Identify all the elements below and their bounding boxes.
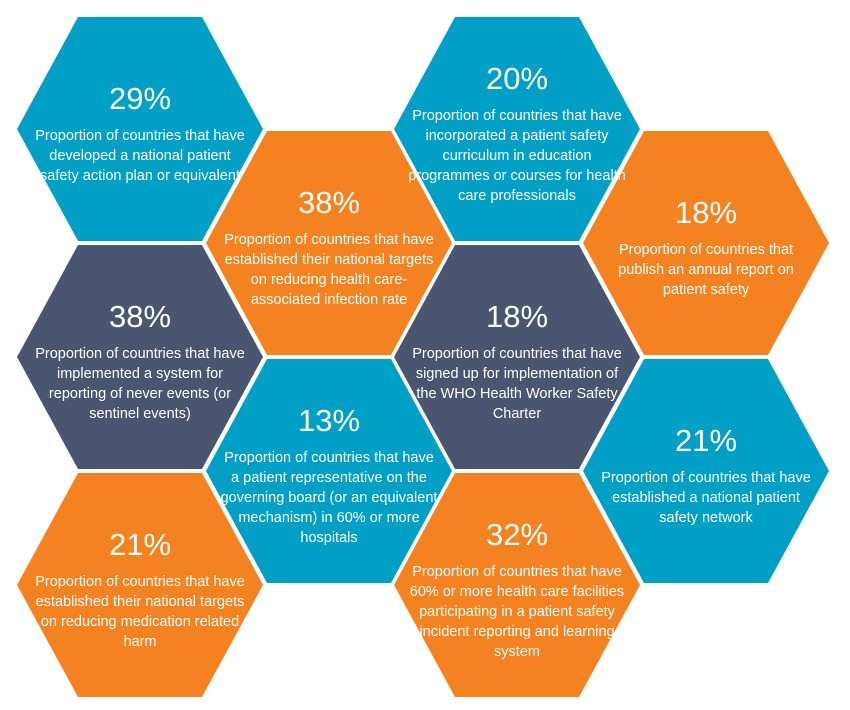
hexagon-content: 38% Proportion of countries that have imp… — [25, 249, 255, 473]
percentage-value: 20% — [485, 61, 549, 96]
hexagon-content: 32% Proportion of countries that have 60%… — [402, 477, 632, 701]
indicator-description: Proportion of countries that have signed… — [412, 346, 622, 422]
hexagon-blue — [583, 359, 829, 583]
hexagon-content: 13% Proportion of countries that have a p… — [214, 363, 444, 587]
percentage-value: 32% — [485, 517, 549, 552]
indicator-description: Proportion of countries that publish an … — [618, 242, 794, 298]
percentage-value: 38% — [297, 185, 361, 220]
percentage-value: 21% — [674, 423, 738, 458]
indicator-description: Proportion of countries that have incorp… — [408, 108, 626, 204]
hexagon-orange — [206, 131, 452, 355]
hexagon-orange — [394, 473, 640, 697]
percentage-value: 13% — [297, 403, 361, 438]
hexagon-content: 21% Proportion of countries that have est… — [591, 363, 821, 587]
hexagon-orange — [583, 131, 829, 355]
indicator-description: Proportion of countries that have a pati… — [220, 450, 438, 546]
hexagon-content: 18% Proportion of countries that publish … — [591, 135, 821, 359]
indicator-description: Proportion of countries that have develo… — [35, 128, 245, 184]
hexagon-content: 18% Proportion of countries that have sig… — [402, 249, 632, 473]
percentage-value: 21% — [108, 527, 172, 562]
hexagon-blue — [17, 17, 263, 241]
percentage-value: 18% — [674, 195, 738, 230]
hexagon-content: 21% Proportion of countries that have est… — [25, 477, 255, 701]
percentage-value: 38% — [108, 299, 172, 334]
hexagon-dark — [394, 245, 640, 469]
indicator-description: Proportion of countries that have implem… — [35, 346, 245, 422]
hexagon-orange — [17, 473, 263, 697]
hexagon-blue — [394, 17, 640, 241]
hexagon-dark — [17, 245, 263, 469]
indicator-description: Proportion of countries that have establ… — [224, 232, 434, 308]
hexagon-content: 20% Proportion of countries that have inc… — [402, 21, 632, 245]
hexagon-blue — [206, 359, 452, 583]
percentage-value: 29% — [108, 81, 172, 116]
hexagon-content: 38% Proportion of countries that have est… — [214, 135, 444, 359]
indicator-description: Proportion of countries that have 60% or… — [409, 564, 625, 660]
indicator-description: Proportion of countries that have establ… — [601, 470, 811, 526]
percentage-value: 18% — [485, 299, 549, 334]
hexagon-content: 29% Proportion of countries that have dev… — [25, 21, 255, 245]
indicator-description: Proportion of countries that have establ… — [35, 574, 245, 650]
